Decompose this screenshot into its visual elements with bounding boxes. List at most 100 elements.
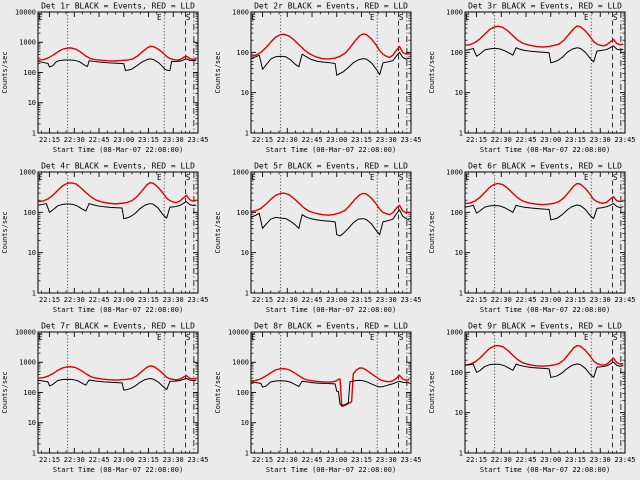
x-tick-label: 22:30	[64, 136, 85, 144]
y-tick-label: 1000	[19, 169, 36, 177]
flag-letter-s: S	[399, 333, 404, 342]
y-tick-label: 1	[32, 449, 36, 457]
x-tick-label: 22:15	[252, 136, 273, 144]
y-tick-label: 100	[237, 49, 250, 57]
subplot-det-1r: Det 1r BLACK = Events, RED = LLD 1 10 100 10…	[0, 0, 213, 160]
x-tick-label: 23:30	[376, 456, 397, 464]
plot-frame	[37, 11, 199, 134]
y-tick-label: 10	[28, 249, 36, 257]
subplot-det-2r: Det 2r BLACK = Events, RED = LLD 1 10 100 10…	[213, 0, 426, 160]
chart-svg: Det 1r BLACK = Events, RED = LLD 1 10 100 10…	[1, 2, 209, 154]
x-tick-label: 23:30	[376, 136, 397, 144]
x-tick-label: 23:30	[163, 456, 184, 464]
flag-letter-e: E	[584, 173, 589, 182]
chart-title: Det 6r BLACK = Events, RED = LLD	[468, 162, 622, 171]
series-lld	[37, 365, 197, 381]
subplot-det-5r: Det 5r BLACK = Events, RED = LLD 1 10 100 10…	[213, 160, 426, 320]
y-axis-label: Counts/sec	[1, 51, 9, 93]
subplot-det-9r: Det 9r BLACK = Events, RED = LLD 1 10 100 10…	[427, 320, 640, 480]
flag-letter-e: E	[252, 173, 257, 182]
series-events	[251, 209, 410, 237]
x-tick-label: 23:30	[163, 296, 184, 304]
x-tick-label: 23:15	[351, 456, 372, 464]
x-axis-label: Start Time (08-Mar-07 22:08:00)	[479, 146, 609, 154]
y-tick-label: 10000	[228, 329, 249, 337]
chart-title: Det 2r BLACK = Events, RED = LLD	[254, 2, 408, 11]
flag-letter-s: S	[186, 13, 191, 22]
plot-frame	[250, 171, 412, 294]
series-lld	[251, 367, 410, 407]
chart-svg: Det 4r BLACK = Events, RED = LLD 1 10 100 10…	[1, 162, 209, 314]
x-tick-label: 23:15	[138, 296, 159, 304]
series-events	[37, 58, 197, 72]
subplot-det-7r: Det 7r BLACK = Events, RED = LLD 1 10 100 10…	[0, 320, 213, 480]
series-lld	[251, 33, 410, 60]
plot-frame	[37, 171, 199, 294]
y-tick-label: 10	[241, 89, 249, 97]
subplot-det-4r: Det 4r BLACK = Events, RED = LLD 1 10 100 10…	[0, 160, 213, 320]
chart-title: Det 8r BLACK = Events, RED = LLD	[254, 322, 408, 331]
x-tick-label: 23:00	[113, 296, 134, 304]
x-axis-label: Start Time (08-Mar-07 22:08:00)	[479, 466, 609, 474]
y-tick-label: 1	[245, 449, 249, 457]
x-tick-label: 22:30	[277, 296, 298, 304]
y-tick-label: 10	[241, 249, 249, 257]
y-axis-label: Counts/sec	[428, 211, 436, 253]
subplot-det-6r: Det 6r BLACK = Events, RED = LLD 1 10 100 10…	[427, 160, 640, 320]
flag-letter-s: S	[612, 333, 617, 342]
x-tick-label: 22:45	[302, 136, 323, 144]
y-tick-label: 10	[454, 89, 462, 97]
x-tick-label: 23:15	[138, 136, 159, 144]
y-tick-label: 10	[454, 249, 462, 257]
x-tick-label: 22:15	[252, 296, 273, 304]
x-tick-label: 23:45	[614, 456, 635, 464]
flag-letter-s: S	[612, 13, 617, 22]
y-tick-label: 10	[454, 409, 462, 417]
y-tick-label: 1000	[19, 359, 36, 367]
y-tick-label: 1	[458, 449, 462, 457]
x-tick-label: 23:00	[327, 296, 348, 304]
chart-title: Det 7r BLACK = Events, RED = LLD	[41, 322, 195, 331]
flag-letter-s: S	[399, 13, 404, 22]
x-tick-label: 23:45	[401, 296, 422, 304]
x-tick-label: 22:30	[490, 296, 511, 304]
y-tick-label: 1	[458, 289, 462, 297]
x-tick-label: 23:30	[589, 136, 610, 144]
x-tick-label: 22:15	[466, 136, 487, 144]
x-axis-label: Start Time (08-Mar-07 22:08:00)	[479, 306, 609, 314]
x-tick-label: 22:30	[490, 456, 511, 464]
flag-letter-e: E	[370, 173, 375, 182]
y-tick-label: 100	[237, 389, 250, 397]
y-axis-label: Counts/sec	[214, 371, 222, 413]
chart-svg: Det 8r BLACK = Events, RED = LLD 1 10 100 10…	[214, 322, 422, 474]
y-axis-label: Counts/sec	[1, 371, 9, 413]
x-tick-label: 22:45	[302, 296, 323, 304]
flag-letter-e: E	[370, 13, 375, 22]
x-tick-label: 23:30	[589, 456, 610, 464]
x-tick-label: 23:15	[351, 296, 372, 304]
x-tick-label: 22:30	[277, 136, 298, 144]
x-tick-label: 22:30	[64, 456, 85, 464]
chart-title: Det 9r BLACK = Events, RED = LLD	[468, 322, 622, 331]
flag-letter-e: E	[38, 333, 43, 342]
x-tick-label: 23:30	[589, 296, 610, 304]
y-tick-label: 100	[450, 369, 463, 377]
series-events	[464, 45, 624, 64]
flag-letter-s: S	[186, 333, 191, 342]
chart-svg: Det 6r BLACK = Events, RED = LLD 1 10 100 10…	[428, 162, 636, 314]
flag-letter-e: E	[157, 333, 162, 342]
series-lld	[37, 45, 197, 62]
x-tick-label: 23:45	[187, 136, 208, 144]
x-tick-label: 23:15	[565, 456, 586, 464]
flag-letter-e: E	[465, 13, 470, 22]
x-tick-label: 23:30	[376, 296, 397, 304]
flag-letter-e: E	[38, 13, 43, 22]
plot-frame	[464, 11, 626, 134]
y-tick-label: 100	[23, 69, 36, 77]
flag-letter-e: E	[252, 13, 257, 22]
x-tick-label: 22:15	[39, 136, 60, 144]
x-tick-label: 23:45	[401, 456, 422, 464]
chart-title: Det 5r BLACK = Events, RED = LLD	[254, 162, 408, 171]
y-tick-label: 1	[245, 289, 249, 297]
